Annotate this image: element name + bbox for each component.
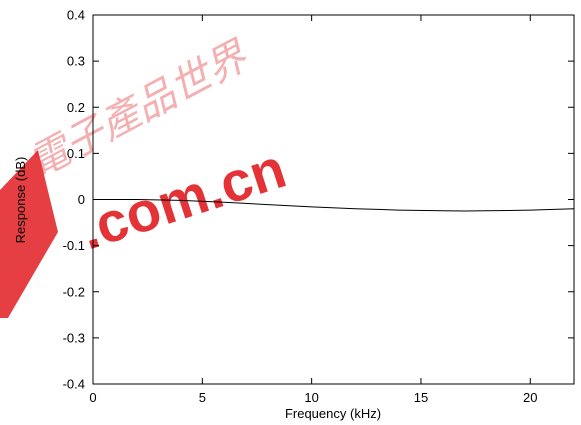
watermark-latin-text: .com.cn [72, 136, 293, 261]
x-tick-label: 5 [199, 390, 206, 405]
y-tick-label: -0.2 [63, 284, 85, 299]
y-tick-label: 0.3 [67, 54, 85, 69]
x-axis-title: Frequency (kHz) [285, 406, 381, 421]
y-axis-title: Response (dB) [13, 157, 28, 244]
y-tick-label: -0.4 [63, 377, 85, 392]
x-tick-label: 20 [523, 390, 537, 405]
watermark-shape [0, 150, 58, 318]
y-tick-label: 0.4 [67, 8, 85, 23]
response-line [93, 199, 575, 212]
y-tick-label: 0 [78, 192, 85, 207]
y-tick-label: 0.1 [67, 146, 85, 161]
y-tick-label: 0.2 [67, 100, 85, 115]
tick-labels: 0 5 10 15 20 0.4 0.3 0.2 0.1 0 -0.1 -0.2 -0.3 -0.4 [63, 8, 538, 406]
watermark: 電子產品世界.com.cn [0, 33, 293, 318]
x-tick-label: 10 [304, 390, 318, 405]
x-tick-label: 15 [414, 390, 428, 405]
series-layer [93, 199, 575, 212]
y-tick-label: -0.1 [63, 238, 85, 253]
x-tick-label: 0 [89, 390, 96, 405]
y-tick-label: -0.3 [63, 330, 85, 345]
